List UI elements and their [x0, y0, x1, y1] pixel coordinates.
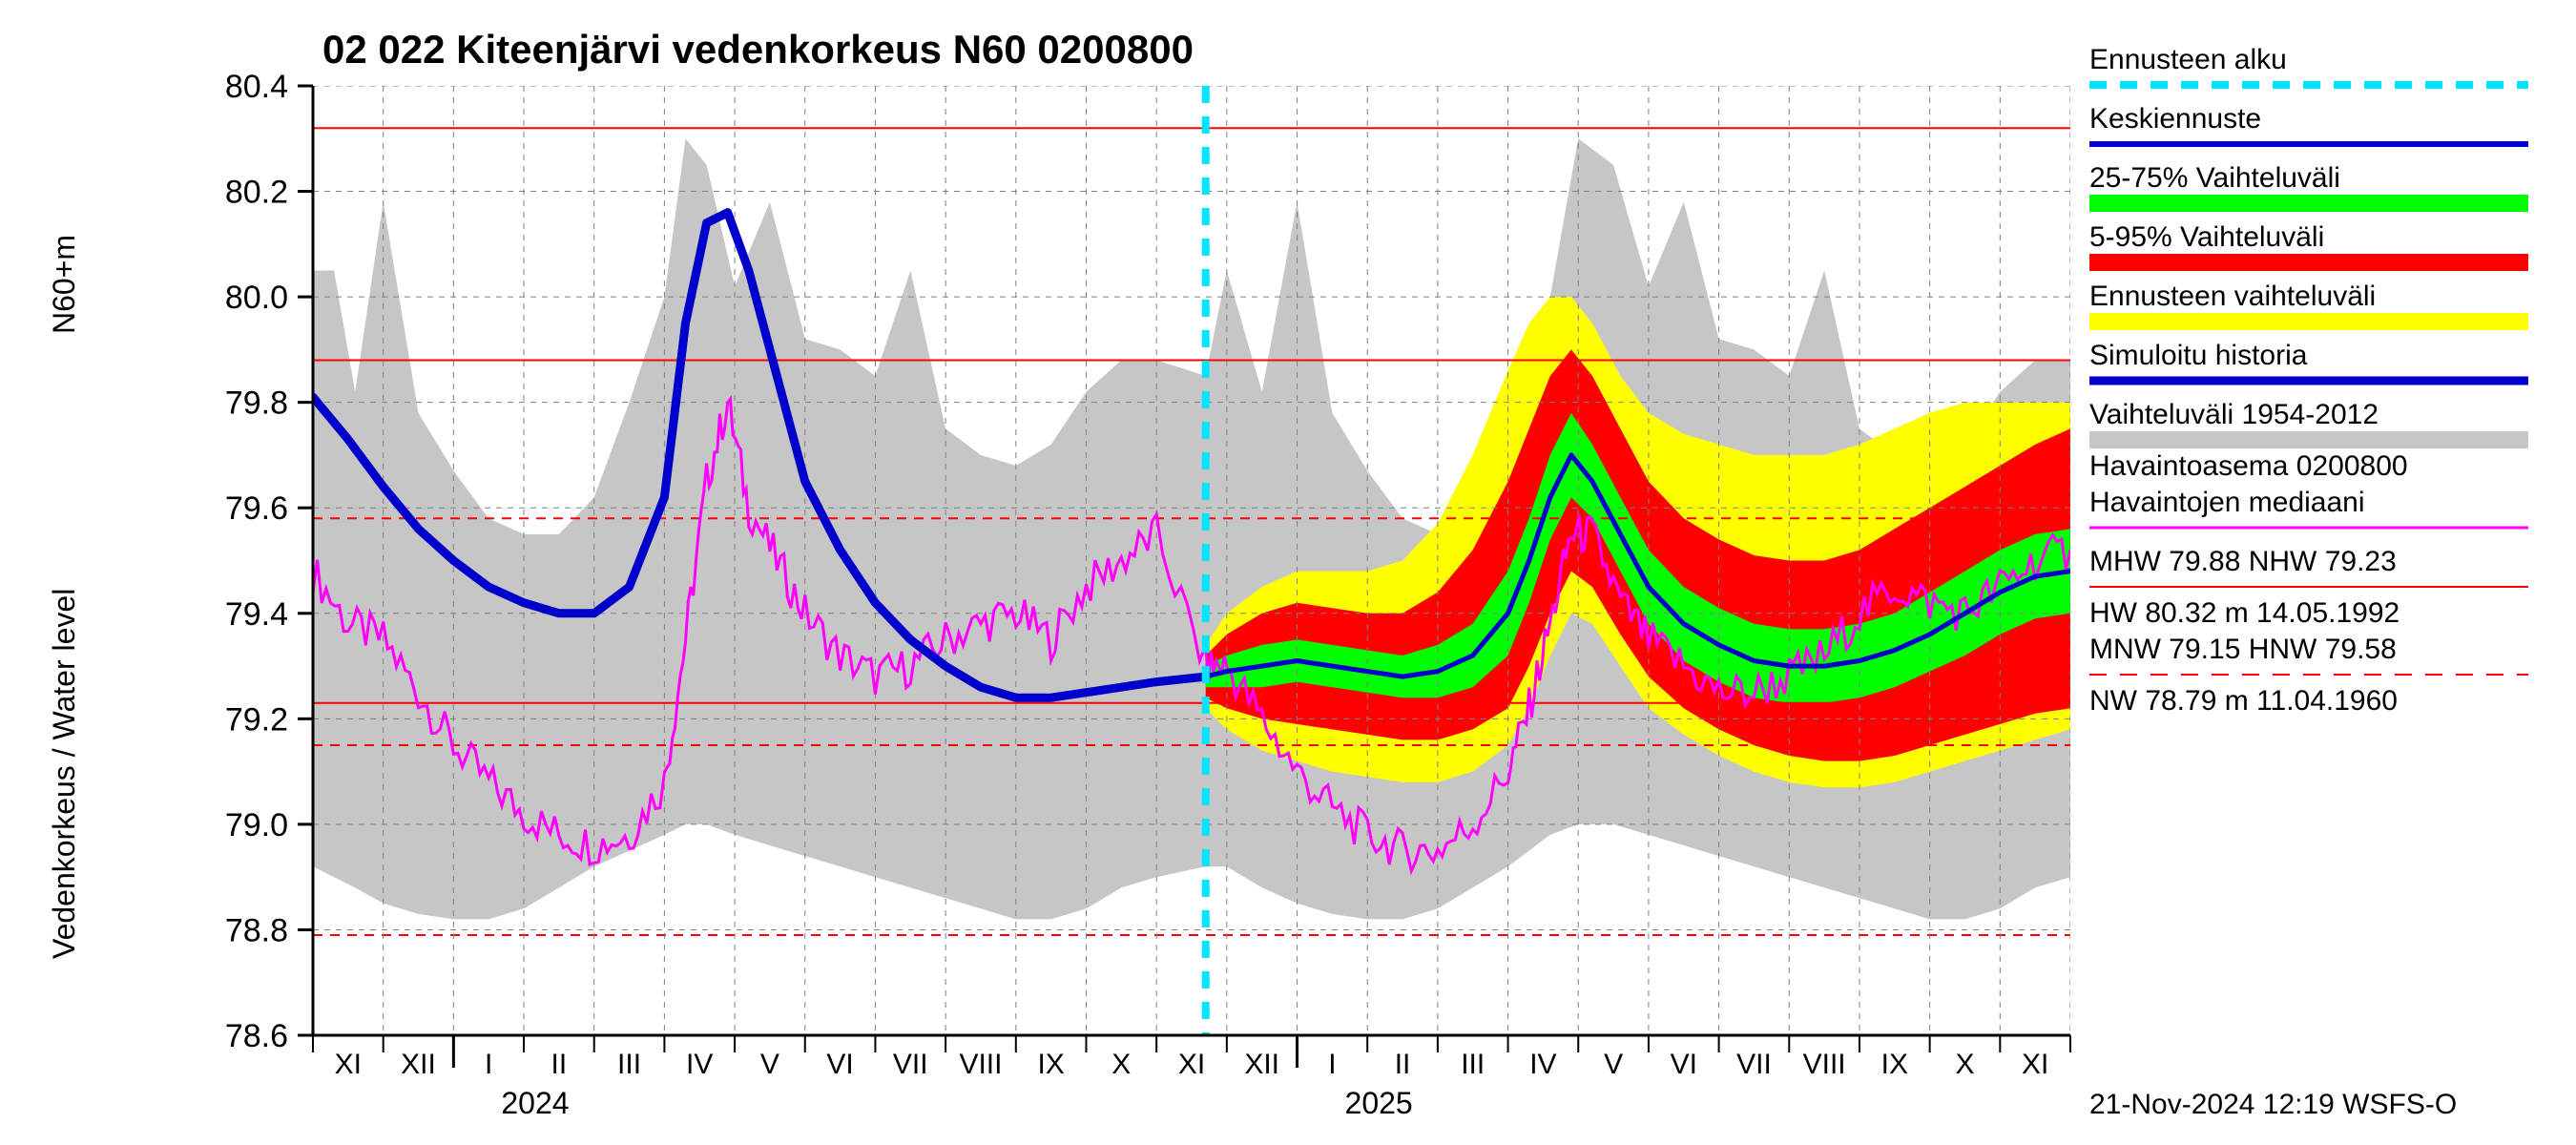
legend-label: Simuloitu historia — [2089, 340, 2308, 371]
month-label: VIII — [1803, 1049, 1846, 1080]
month-label: IV — [686, 1049, 713, 1080]
month-label: VIII — [959, 1049, 1002, 1080]
legend-label: Havaintojen mediaani — [2089, 487, 2365, 518]
month-label: VI — [826, 1049, 853, 1080]
month-label: XI — [1178, 1049, 1205, 1080]
legend-label-2: HW 80.32 m 14.05.1992 — [2089, 597, 2399, 629]
legend-label: Ennusteen vaihteluväli — [2089, 281, 2376, 312]
legend-label: Ennusteen alku — [2089, 44, 2287, 75]
y-tick-label: 79.6 — [225, 490, 288, 527]
chart-title: 02 022 Kiteenjärvi vedenkorkeus N60 0200… — [322, 27, 1194, 72]
legend-swatch — [2089, 254, 2528, 271]
month-label: V — [760, 1049, 779, 1080]
legend-label: 25-75% Vaihteluväli — [2089, 162, 2340, 194]
plot-area — [313, 86, 2070, 1035]
y-tick-label: 80.2 — [225, 175, 288, 211]
legend-label: Vaihteluväli 1954-2012 — [2089, 399, 2379, 430]
month-label: VII — [893, 1049, 928, 1080]
y-tick-label: 79.0 — [225, 807, 288, 843]
legend-label: MHW 79.88 NHW 79.23 — [2089, 546, 2397, 577]
month-label: XII — [1244, 1049, 1279, 1080]
month-label: III — [617, 1049, 641, 1080]
month-label: VII — [1736, 1049, 1772, 1080]
month-label: VI — [1671, 1049, 1697, 1080]
legend-label: MNW 79.15 HNW 79.58 — [2089, 634, 2397, 665]
y-tick-label: 79.8 — [225, 385, 288, 422]
month-label: X — [1111, 1049, 1131, 1080]
legend-swatch — [2089, 431, 2528, 448]
month-label: IV — [1529, 1049, 1556, 1080]
month-label: IX — [1881, 1049, 1908, 1080]
legend-swatch — [2089, 195, 2528, 212]
month-label: XI — [335, 1049, 362, 1080]
y-tick-label: 80.4 — [225, 69, 288, 105]
month-label: XI — [2022, 1049, 2048, 1080]
month-label: II — [551, 1049, 568, 1080]
month-label: X — [1955, 1049, 1974, 1080]
legend-label-2: Havaintoasema 0200800 — [2089, 450, 2408, 482]
y-tick-label: 79.2 — [225, 701, 288, 738]
legend-swatch — [2089, 313, 2528, 330]
legend-label-2: NW 78.79 m 11.04.1960 — [2089, 685, 2398, 717]
y-axis-label-1: Vedenkorkeus / Water level — [47, 589, 81, 959]
month-label: I — [1328, 1049, 1336, 1080]
month-label: III — [1461, 1049, 1485, 1080]
legend-label: Keskiennuste — [2089, 103, 2261, 135]
month-label: IX — [1037, 1049, 1064, 1080]
y-tick-label: 78.8 — [225, 912, 288, 948]
month-label: I — [485, 1049, 492, 1080]
year-label: 2024 — [501, 1086, 569, 1120]
y-axis-label-2: N60+m — [47, 235, 81, 334]
month-label: XII — [401, 1049, 436, 1080]
month-label: V — [1604, 1049, 1623, 1080]
y-tick-label: 80.0 — [225, 280, 288, 316]
footer-timestamp: 21-Nov-2024 12:19 WSFS-O — [2089, 1089, 2457, 1120]
legend-label: 5-95% Vaihteluväli — [2089, 221, 2324, 253]
month-label: II — [1395, 1049, 1411, 1080]
y-tick-label: 78.6 — [225, 1018, 288, 1054]
year-label: 2025 — [1345, 1086, 1413, 1120]
y-tick-label: 79.4 — [225, 596, 288, 633]
water-level-chart: 78.6 78.8 79.0 79.2 79.4 79.6 79.8 80.0 80.2 80.4… — [0, 0, 2576, 1145]
